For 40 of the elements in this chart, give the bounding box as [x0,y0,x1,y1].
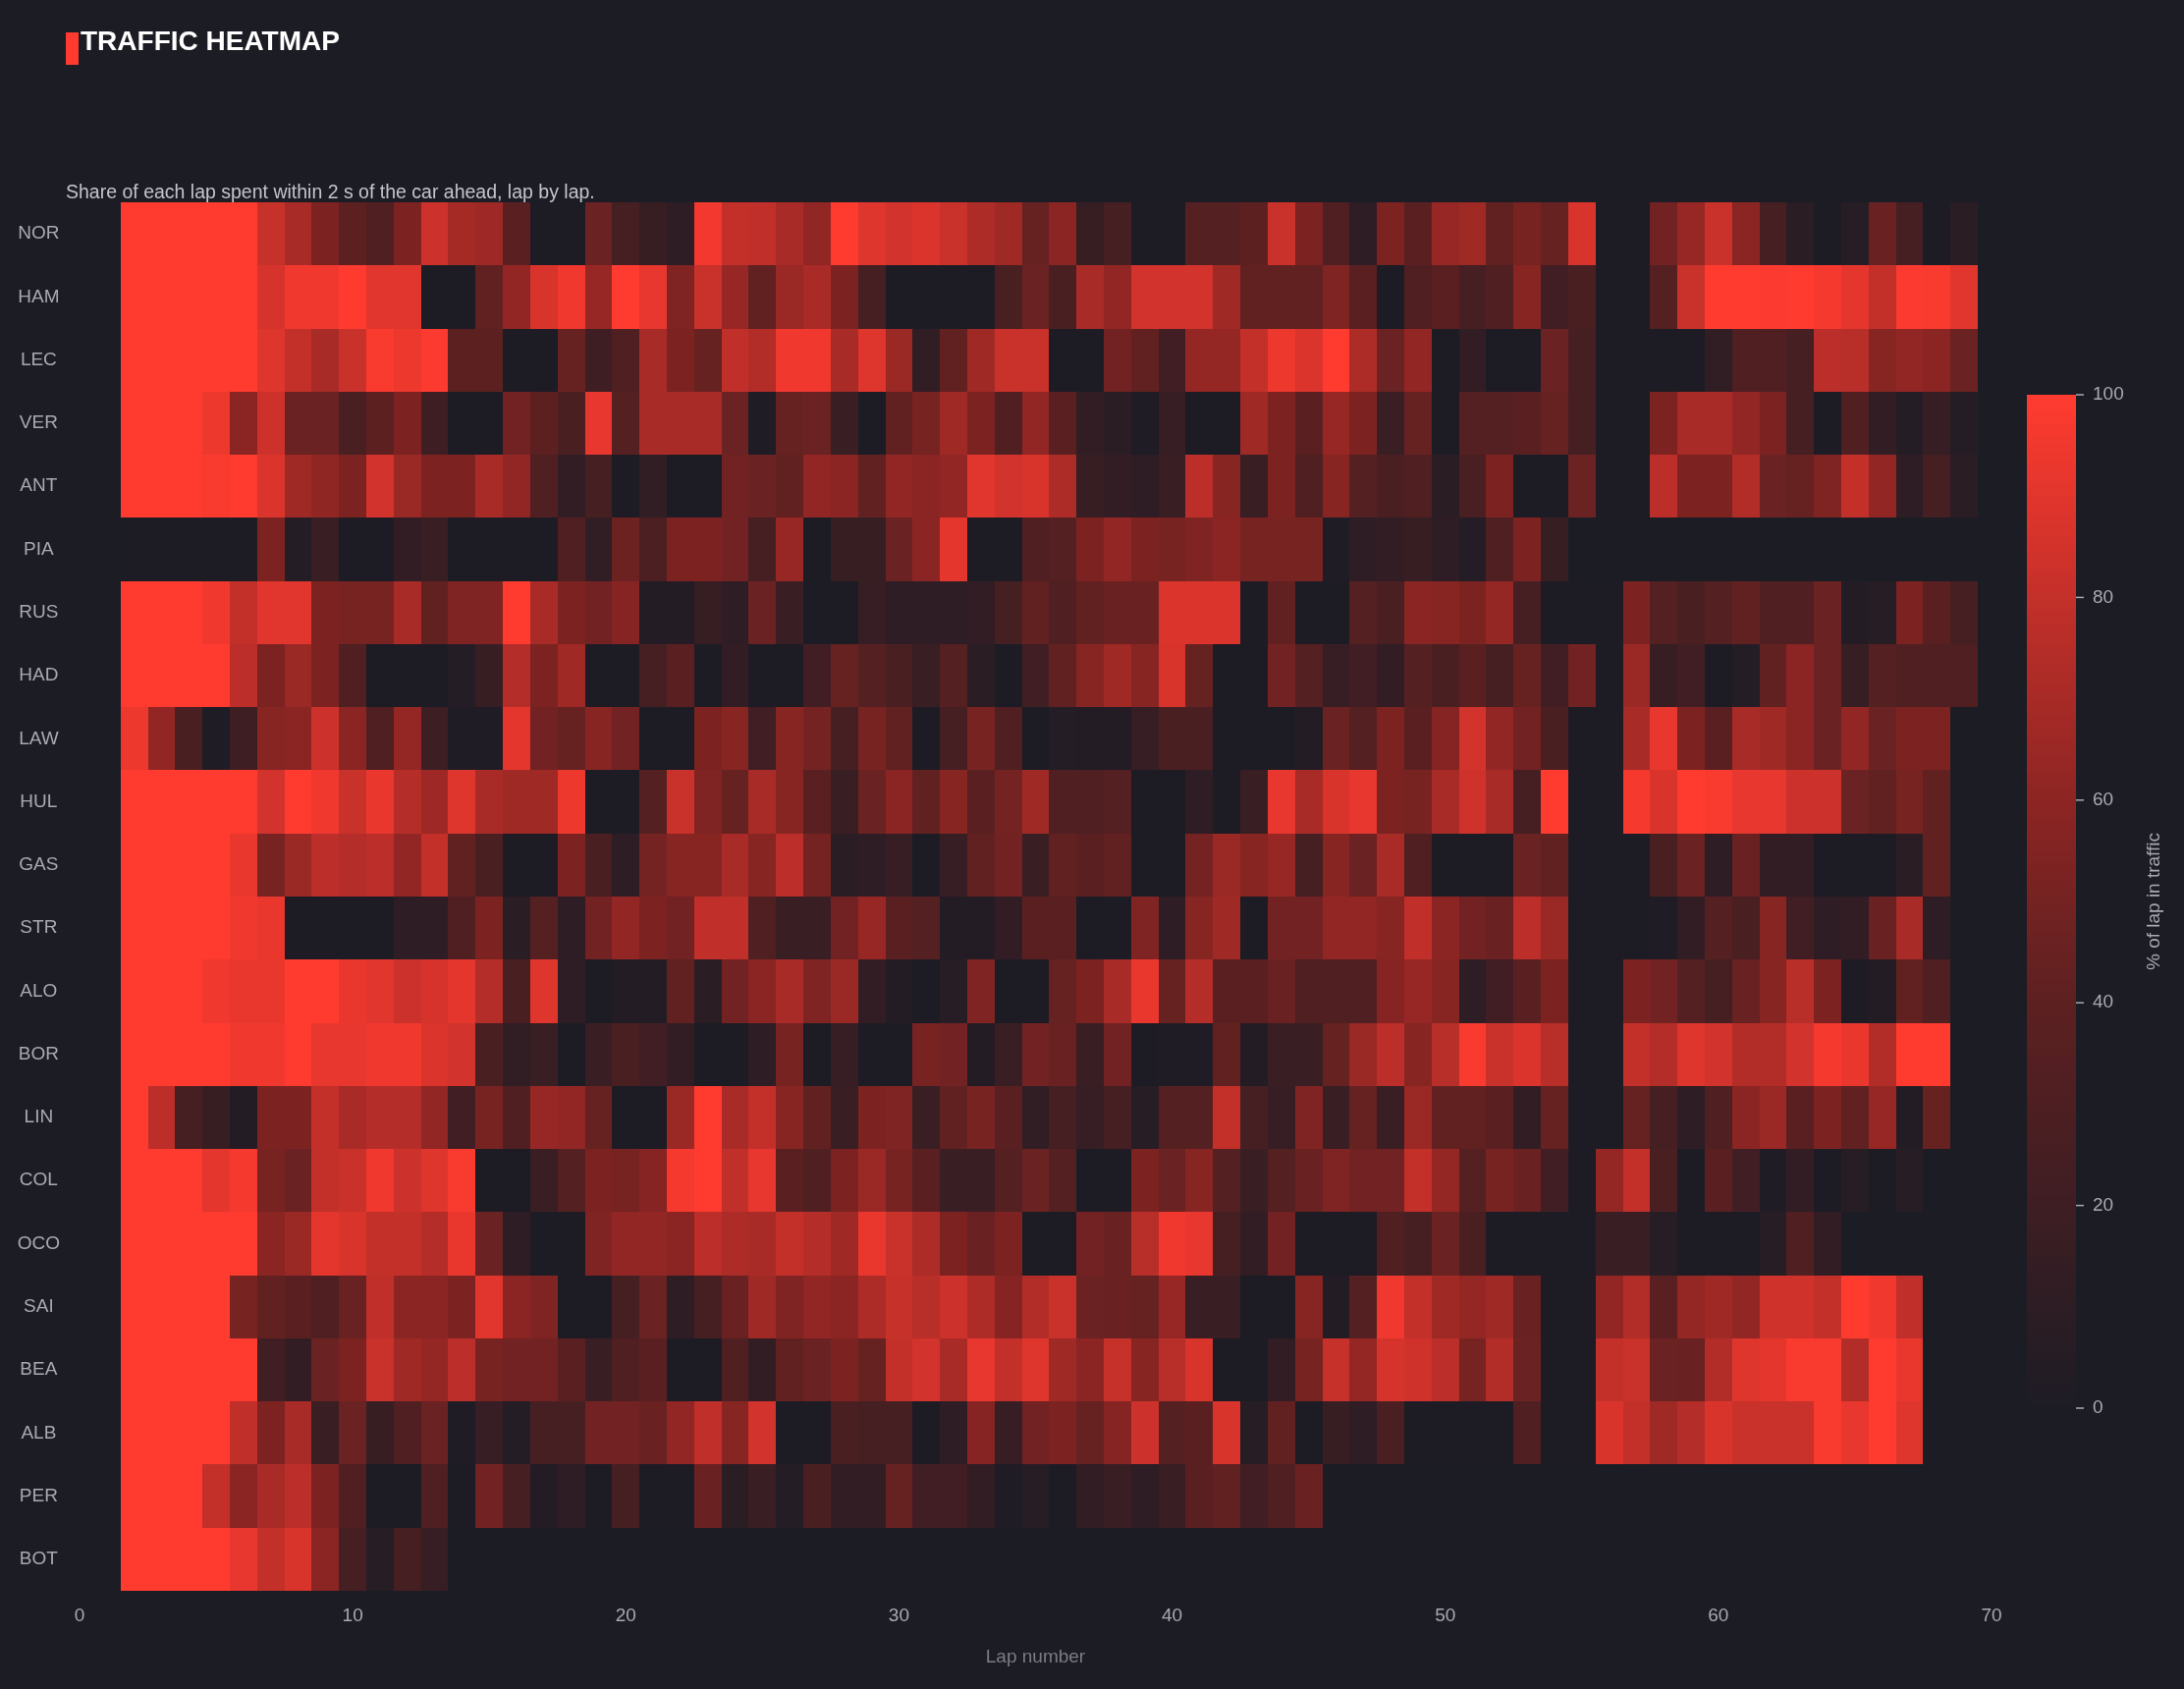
y-tick-label: COL [19,1169,58,1190]
color-bar-label: 0 [2093,1396,2103,1418]
y-tick-label: BEA [20,1358,58,1380]
y-tick-label: BOR [18,1042,59,1063]
y-tick-label: HUL [20,790,58,811]
y-tick-label: GAS [19,853,59,875]
x-tick-label: 20 [615,1604,636,1625]
y-tick-label: VER [19,411,58,433]
x-tick-label: 30 [888,1604,909,1625]
color-bar-label: 60 [2093,789,2114,810]
x-tick-label: 50 [1435,1604,1456,1625]
y-tick-label: HAM [18,285,60,306]
x-tick-label: 60 [1708,1604,1729,1625]
chart-subtitle: Share of each lap spent within 2 s of the car ahead, lap by lap. [66,181,595,203]
y-tick-label: ALO [20,979,58,1001]
y-tick-label: ALB [21,1421,57,1443]
x-tick-label: 40 [1162,1604,1183,1625]
y-tick-label: BOT [19,1548,59,1569]
y-tick-label: PER [19,1484,58,1505]
color-bar-title: % of lap in traffic [2143,832,2164,971]
y-tick-label: ANT [20,474,58,496]
x-tick-label: 0 [74,1604,85,1625]
y-tick-label: SAI [24,1295,54,1317]
y-tick-label: STR [20,916,58,938]
y-tick-label: PIA [24,537,54,559]
y-tick-label: LAW [19,727,59,748]
y-tick-label: NOR [18,222,60,244]
y-tick-label: RUS [19,601,59,623]
y-tick-label: LEC [20,348,57,369]
y-tick-label: OCO [17,1231,60,1253]
color-bar-label: 20 [2093,1193,2114,1215]
chart-title: TRAFFIC HEATMAP [81,26,340,57]
x-axis-title: Lap number [985,1645,1086,1666]
x-tick-label: 70 [1981,1604,2002,1625]
y-tick-label: LIN [24,1106,54,1127]
color-bar-label: 100 [2093,383,2124,405]
x-tick-label: 10 [342,1604,363,1625]
color-bar-label: 40 [2093,991,2114,1012]
color-bar-label: 80 [2093,585,2114,607]
y-tick-label: HAD [19,664,59,685]
